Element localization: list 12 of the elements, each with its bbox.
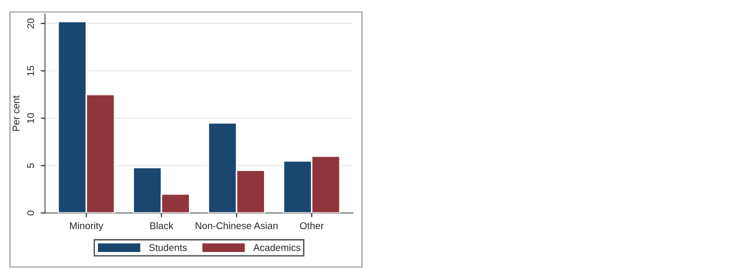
x-tick-label: Other (300, 222, 324, 230)
legend-label: Students (149, 244, 187, 252)
y-tick-label: 5 (27, 163, 34, 168)
x-tick-label: Black (150, 222, 174, 230)
y-tick-label: 0 (27, 210, 34, 216)
y-tick-label: 20 (27, 18, 34, 28)
x-tick-label: Non-Chinese Asian (196, 222, 278, 230)
legend-label: Academics (253, 244, 300, 252)
x-tick-label: Minority (70, 222, 104, 232)
y-tick-label: 15 (27, 66, 34, 76)
y-axis-title: Per cent (12, 95, 20, 131)
y-tick-label: 10 (27, 113, 34, 123)
